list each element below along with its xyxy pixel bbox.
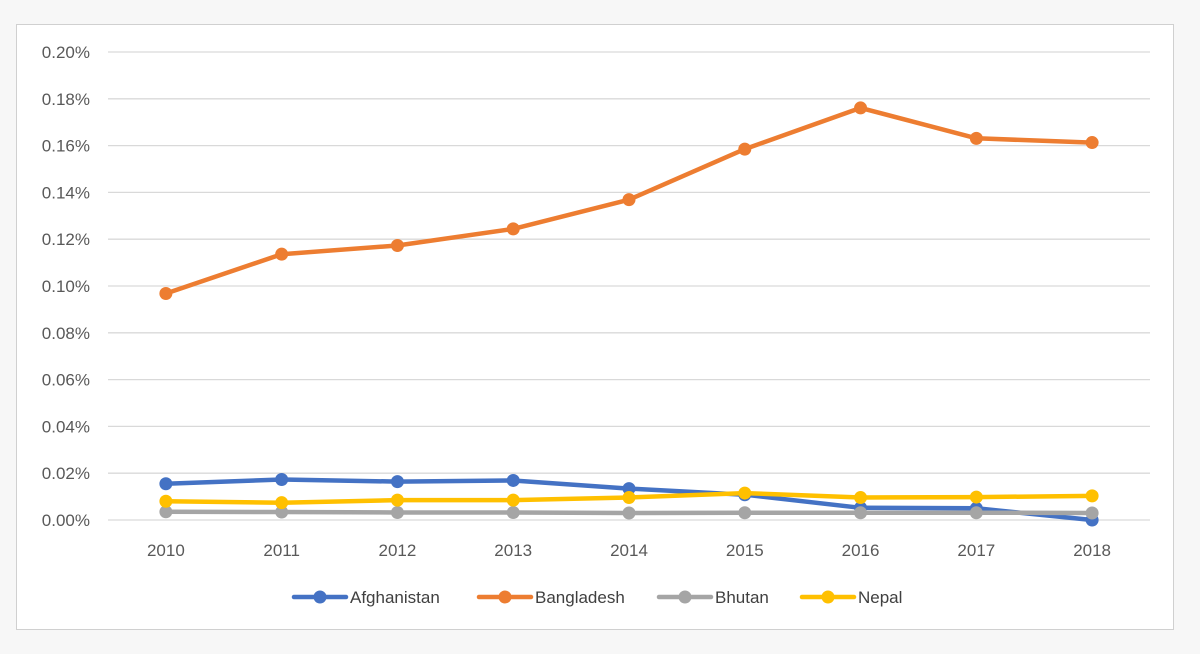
- data-point-bhutan: [390, 506, 404, 520]
- x-axis-tick-labels: 2010 2011 2012 2013 2014 2015 2016 2017 2018: [147, 541, 1111, 560]
- data-point-afghanistan: [390, 475, 404, 489]
- data-point-bangladesh: [622, 193, 636, 207]
- series-nepal: [159, 486, 1099, 510]
- y-tick-label: 0.12%: [42, 230, 90, 249]
- x-tick-label: 2017: [957, 541, 995, 560]
- data-point-afghanistan: [275, 473, 289, 487]
- series-afghanistan: [159, 473, 1099, 527]
- legend-item-afghanistan: Afghanistan: [291, 588, 440, 607]
- x-tick-label: 2013: [494, 541, 532, 560]
- data-point-bangladesh: [390, 239, 404, 253]
- legend-swatch-marker: [821, 590, 835, 604]
- y-tick-label: 0.16%: [42, 137, 90, 156]
- gridlines: [108, 51, 1150, 521]
- legend: Afghanistan Bangladesh Bhutan Nepal: [291, 588, 902, 607]
- data-point-nepal: [854, 491, 868, 505]
- legend-item-nepal: Nepal: [799, 588, 902, 607]
- legend-label: Bangladesh: [535, 588, 625, 607]
- data-point-bangladesh: [159, 286, 173, 300]
- data-point-bhutan: [969, 506, 983, 520]
- y-tick-label: 0.18%: [42, 90, 90, 109]
- series-bhutan: [159, 505, 1099, 520]
- y-tick-label: 0.10%: [42, 277, 90, 296]
- data-point-bangladesh: [506, 222, 520, 236]
- data-point-bangladesh: [275, 247, 289, 261]
- data-point-bangladesh: [738, 142, 752, 156]
- legend-item-bangladesh: Bangladesh: [476, 588, 625, 607]
- legend-item-bhutan: Bhutan: [656, 588, 769, 607]
- data-point-bangladesh: [854, 101, 868, 115]
- data-point-nepal: [738, 486, 752, 500]
- data-point-bhutan: [738, 506, 752, 520]
- data-point-bhutan: [159, 505, 173, 519]
- legend-label: Afghanistan: [350, 588, 440, 607]
- x-tick-label: 2011: [263, 541, 300, 560]
- data-point-nepal: [275, 496, 289, 510]
- legend-swatch-marker: [313, 590, 327, 604]
- y-tick-label: 0.20%: [42, 43, 90, 62]
- y-tick-label: 0.14%: [42, 183, 90, 202]
- data-point-bhutan: [506, 506, 520, 520]
- data-point-afghanistan: [622, 482, 636, 496]
- x-tick-label: 2010: [147, 541, 185, 560]
- line-chart: 0.00% 0.02% 0.04% 0.06% 0.08% 0.10% 0.12% 0.14%…: [42, 43, 1150, 607]
- data-point-bhutan: [854, 506, 868, 520]
- series-lines: [159, 101, 1099, 527]
- legend-label: Bhutan: [715, 588, 769, 607]
- y-tick-label: 0.08%: [42, 324, 90, 343]
- data-point-nepal: [1085, 489, 1099, 503]
- data-point-bangladesh: [1085, 136, 1099, 150]
- data-point-afghanistan: [506, 473, 520, 487]
- y-tick-label: 0.02%: [42, 464, 90, 483]
- data-point-bangladesh: [969, 131, 983, 145]
- x-tick-label: 2014: [610, 541, 648, 560]
- legend-swatch-marker: [498, 590, 512, 604]
- data-point-nepal: [159, 494, 173, 508]
- series-bangladesh: [159, 101, 1099, 300]
- data-point-nepal: [622, 491, 636, 505]
- y-tick-label: 0.06%: [42, 371, 90, 390]
- legend-label: Nepal: [858, 588, 902, 607]
- y-axis-tick-labels: 0.00% 0.02% 0.04% 0.06% 0.08% 0.10% 0.12% 0.14%…: [42, 43, 90, 530]
- chart-container: 0.00% 0.02% 0.04% 0.06% 0.08% 0.10% 0.12% 0.14%…: [16, 24, 1174, 630]
- x-tick-label: 2012: [379, 541, 417, 560]
- x-tick-label: 2016: [842, 541, 880, 560]
- data-point-nepal: [969, 490, 983, 504]
- data-point-nepal: [506, 493, 520, 507]
- x-tick-label: 2015: [726, 541, 764, 560]
- x-tick-label: 2018: [1073, 541, 1111, 560]
- y-tick-label: 0.04%: [42, 417, 90, 436]
- data-point-bhutan: [622, 506, 636, 520]
- y-tick-label: 0.00%: [42, 511, 90, 530]
- data-point-bhutan: [1085, 506, 1099, 520]
- data-point-bhutan: [275, 505, 289, 519]
- data-point-nepal: [390, 493, 404, 507]
- data-point-afghanistan: [159, 477, 173, 491]
- legend-swatch-marker: [678, 590, 692, 604]
